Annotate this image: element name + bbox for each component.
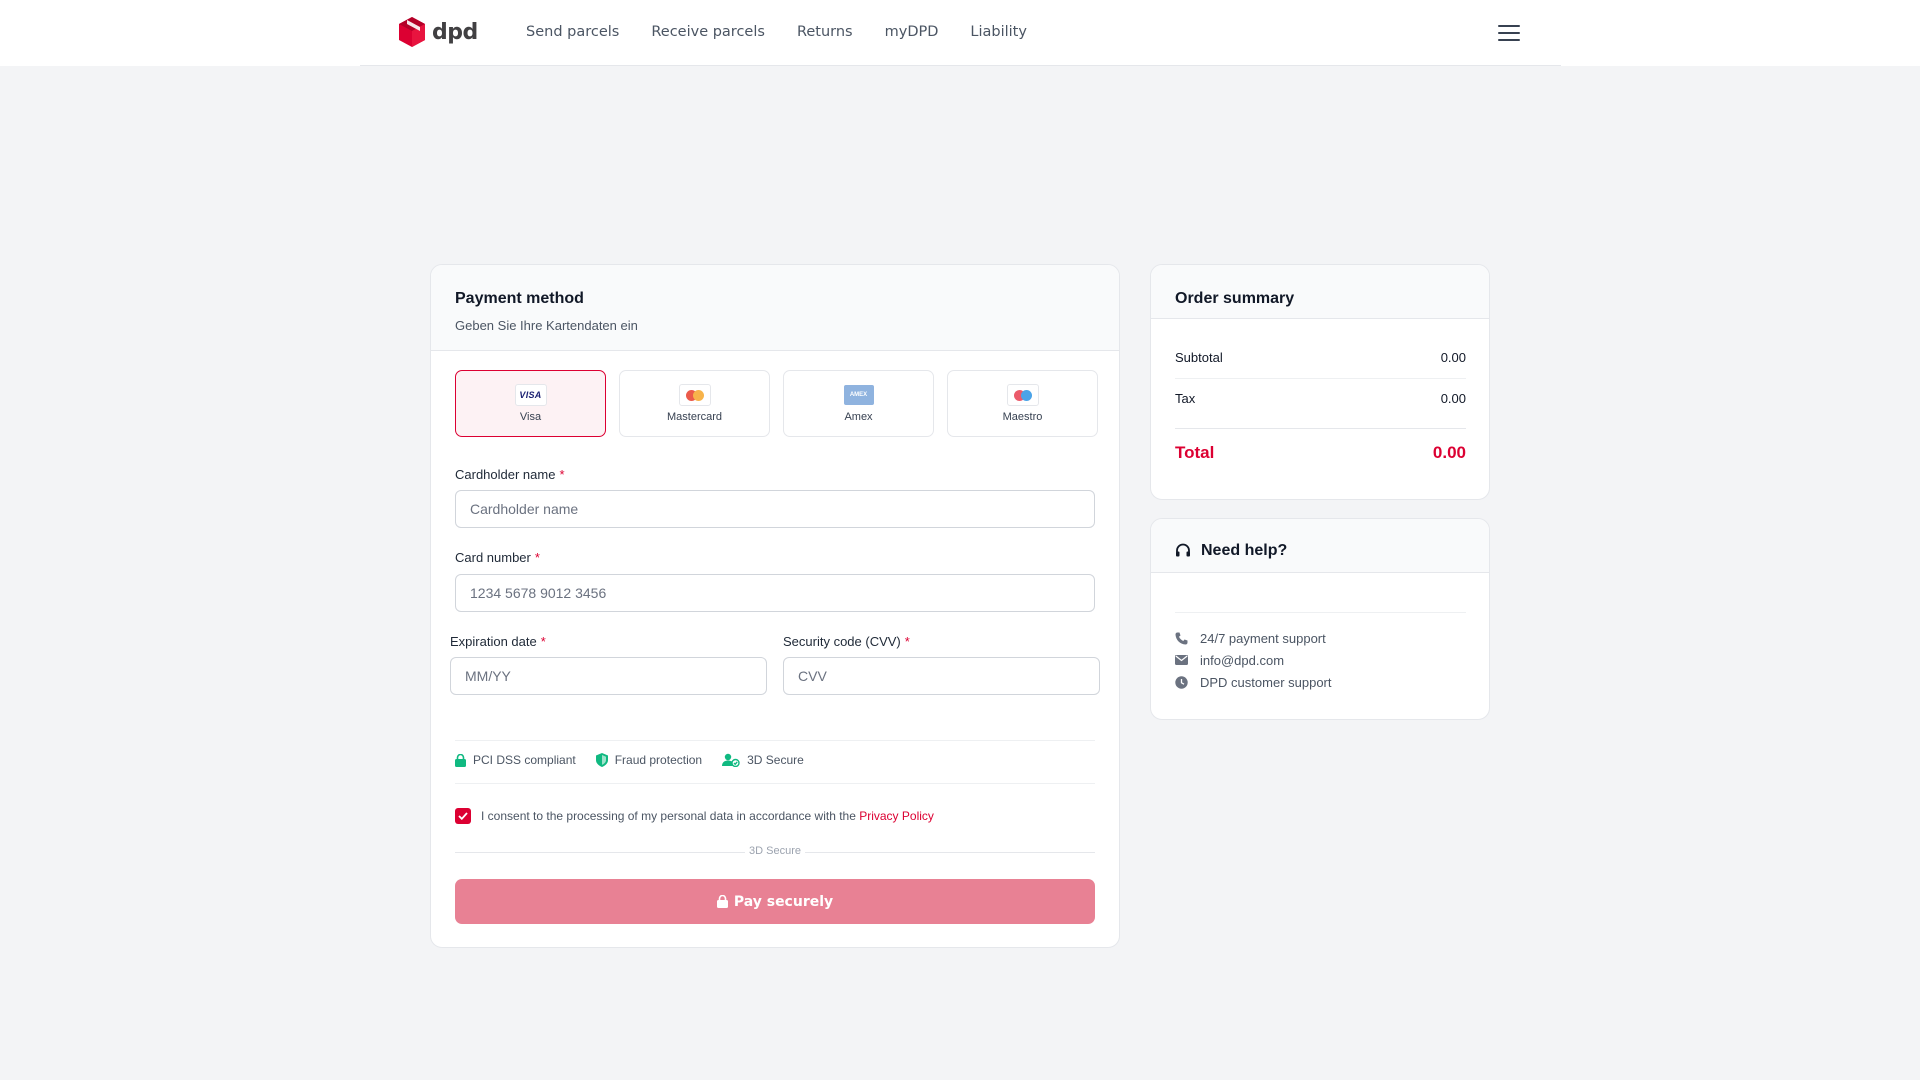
check-icon [458, 812, 468, 820]
subtotal-value: 0.00 [1440, 350, 1466, 365]
method-label: Amex [844, 411, 873, 423]
method-amex[interactable]: AMEX Amex [783, 370, 934, 437]
badge-fraud: Fraud protection [595, 753, 702, 767]
method-label: Mastercard [666, 411, 723, 423]
headset-icon [1176, 543, 1190, 557]
tax-row: Tax 0.00 [1175, 391, 1466, 406]
help-item-email[interactable]: info@dpd.com [1175, 649, 1332, 671]
shield-icon [595, 753, 608, 767]
payment-method-card: Payment method Geben Sie Ihre Kartendate… [430, 264, 1120, 948]
payment-title: Payment method [455, 290, 584, 307]
method-mastercard[interactable]: Mastercard [619, 370, 770, 437]
total-row: Total 0.00 [1175, 443, 1466, 462]
order-summary-card: Order summary Subtotal 0.00 Tax 0.00 Total… [1150, 264, 1490, 500]
total-value: 0.00 [1432, 443, 1466, 462]
divider [455, 783, 1095, 784]
nav-send-parcels[interactable]: Send parcels [526, 24, 620, 40]
maestro-icon [1006, 384, 1039, 406]
security-badges: PCI DSS compliant Fraud protection 3D Se… [455, 753, 804, 767]
method-visa[interactable]: VISA Visa [455, 370, 606, 437]
card-number-input[interactable] [455, 574, 1095, 612]
privacy-policy-link[interactable]: Privacy Policy [859, 809, 934, 823]
mastercard-icon [678, 384, 711, 406]
menu-icon[interactable] [1498, 25, 1520, 43]
nav-returns[interactable]: Returns [796, 24, 853, 40]
divider [1175, 612, 1466, 613]
pay-button-label: Pay securely [733, 893, 834, 910]
logo-text: dpd [432, 19, 478, 45]
consent-text: I consent to the processing of my person… [481, 809, 934, 823]
clock-icon [1175, 675, 1188, 689]
dpd-logo[interactable]: dpd [398, 16, 478, 48]
subtotal-row: Subtotal 0.00 [1175, 350, 1466, 365]
cvv-label: Security code (CVV) * [783, 634, 910, 649]
user-check-icon [722, 753, 740, 767]
method-label: Visa [519, 411, 542, 423]
mail-icon [1175, 655, 1188, 665]
help-header: Need help? [1151, 519, 1489, 573]
badge-pci: PCI DSS compliant [455, 753, 576, 767]
expiry-input[interactable] [450, 657, 767, 695]
phone-icon [1175, 632, 1188, 644]
divider [1175, 378, 1466, 379]
cardholder-label: Cardholder name * [455, 467, 565, 482]
divider [1175, 428, 1466, 429]
separator-label: 3D Secure [749, 845, 801, 857]
nav-receive-parcels[interactable]: Receive parcels [651, 24, 765, 40]
summary-header: Order summary [1151, 265, 1489, 319]
help-title: Need help? [1201, 542, 1288, 559]
method-label: Maestro [1002, 411, 1043, 423]
header-divider [360, 65, 1561, 66]
tax-value: 0.00 [1440, 391, 1466, 406]
dpd-cube-icon [399, 17, 425, 47]
expiry-label: Expiration date * [450, 634, 546, 649]
visa-icon: VISA [514, 384, 547, 406]
pay-securely-button[interactable]: Pay securely [455, 879, 1095, 924]
payment-subtitle: Geben Sie Ihre Kartendaten ein [455, 318, 638, 333]
payment-method-options: VISA Visa Mastercard AMEX Amex Maestro [455, 370, 1098, 437]
consent-checkbox[interactable] [455, 808, 471, 824]
secure-separator: 3D Secure [455, 845, 1095, 859]
cvv-input[interactable] [783, 657, 1100, 695]
top-header: dpd Send parcels Receive parcels Returns… [0, 0, 1920, 66]
cardholder-input[interactable] [455, 490, 1095, 528]
help-item-support[interactable]: DPD customer support [1175, 671, 1332, 693]
nav-mydpd[interactable]: myDPD [884, 24, 939, 40]
help-item-phone[interactable]: 24/7 payment support [1175, 627, 1332, 649]
help-card: Need help? 24/7 payment support info@dpd… [1150, 518, 1490, 720]
divider [455, 740, 1095, 741]
amex-icon: AMEX [842, 384, 875, 406]
payment-card-header: Payment method Geben Sie Ihre Kartendate… [431, 265, 1119, 351]
help-list: 24/7 payment support info@dpd.com DPD cu… [1175, 627, 1332, 693]
badge-3ds: 3D Secure [722, 753, 804, 767]
nav-liability[interactable]: Liability [970, 24, 1027, 40]
lock-icon [455, 753, 466, 767]
consent-row: I consent to the processing of my person… [455, 808, 934, 824]
summary-title: Order summary [1175, 290, 1295, 307]
main-nav: Send parcels Receive parcels Returns myD… [526, 24, 1027, 40]
method-maestro[interactable]: Maestro [947, 370, 1098, 437]
lock-icon [716, 895, 728, 908]
card-number-label: Card number * [455, 550, 540, 565]
